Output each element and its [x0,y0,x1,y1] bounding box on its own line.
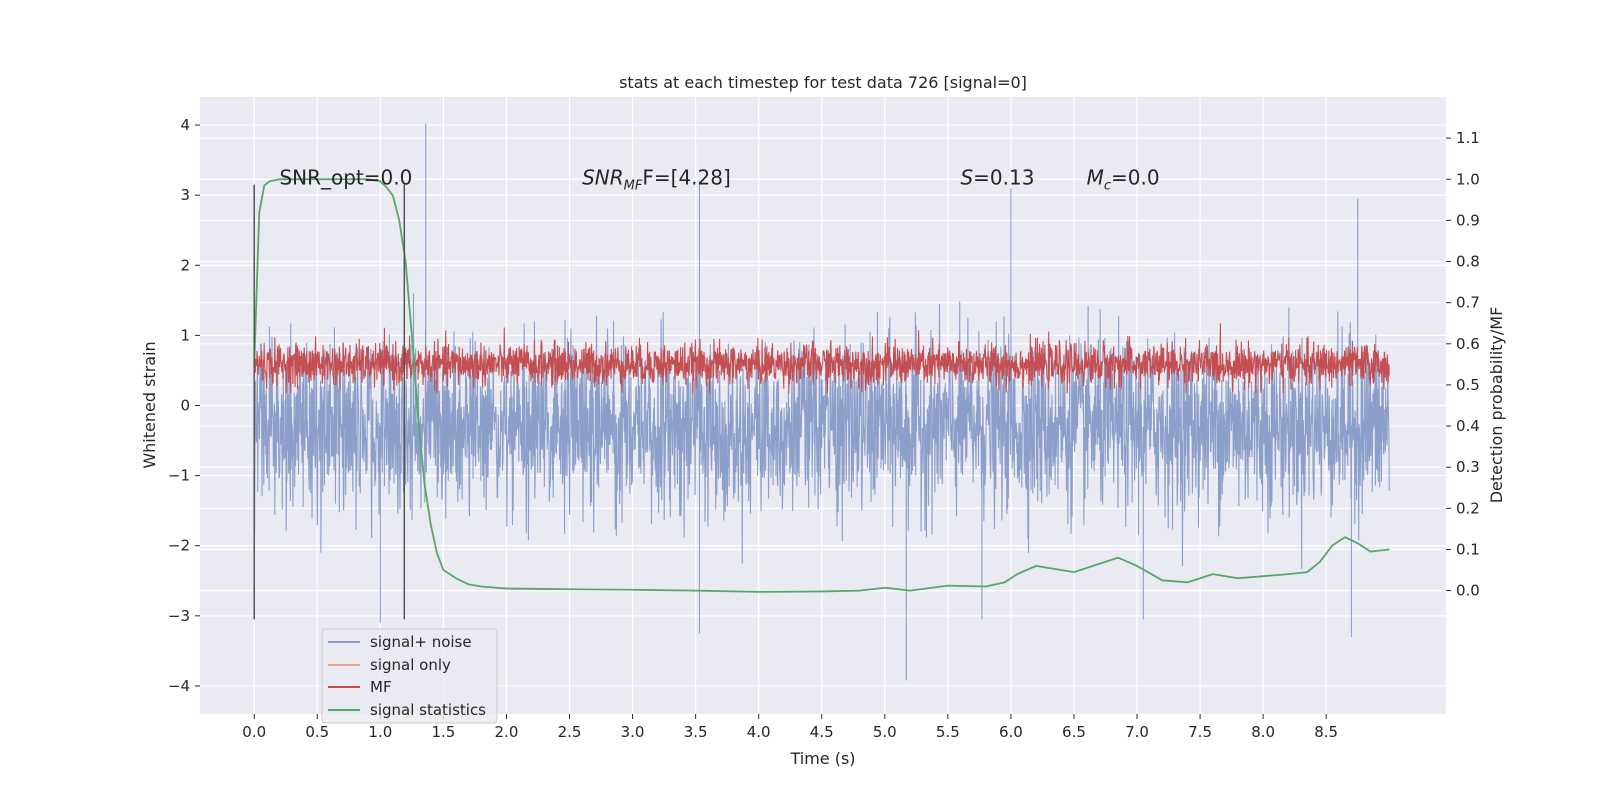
y-right-tick-label: 0.7 [1456,294,1480,312]
x-tick-label: 6.5 [1062,723,1086,741]
y-tick-label: 2 [180,256,190,274]
legend-label-mf: MF [370,678,392,696]
annotation-2: S=0.13 [960,166,1034,190]
x-tick-label: 5.0 [873,723,897,741]
x-tick-label: 7.0 [1125,723,1149,741]
y-right-tick-label: 0.8 [1456,253,1480,271]
x-axis-label: Time (s) [789,749,855,768]
y-right-tick-label: 0.0 [1456,582,1480,600]
y-tick-label: −1 [168,467,190,485]
legend-label-signal-noise: signal+ noise [370,633,472,651]
y-tick-label: −4 [168,677,190,695]
y-tick-label: 1 [180,326,190,344]
x-tick-label: 8.0 [1251,723,1275,741]
x-tick-label: 0.5 [305,723,329,741]
y-right-tick-label: 0.3 [1456,458,1480,476]
y-right-tick-label: 0.1 [1456,540,1480,558]
y-right-tick-label: 1.0 [1456,170,1480,188]
legend: signal+ noise signal only MF signal stat… [321,628,498,724]
chart-title: stats at each timestep for test data 726… [619,73,1027,92]
annotation-1: SNRMFF=[4.28] [582,166,731,194]
x-tick-label: 1.0 [368,723,392,741]
y-right-tick-label: 0.6 [1456,335,1480,353]
annotation-3: Mc=0.0 [1087,166,1160,194]
y-tick-label: −3 [168,607,190,625]
x-tick-label: 4.5 [810,723,834,741]
y-axis-label: Whitened strain [140,341,159,468]
x-tick-label: 2.5 [558,723,582,741]
x-tick-label: 6.0 [999,723,1023,741]
annotations: SNR_opt=0.0 SNRMFF=[4.28] S=0.13 Mc=0.0 [279,166,1159,194]
legend-label-signal-only: signal only [370,656,451,674]
y-right-tick-label: 0.4 [1456,417,1480,435]
y-tick-label: 3 [180,186,190,204]
y-tick-label: −2 [168,537,190,555]
x-tick-label: 0.0 [242,723,266,741]
x-tick-label: 4.0 [747,723,771,741]
x-tick-label: 5.5 [936,723,960,741]
x-tick-label: 3.0 [621,723,645,741]
y-right-tick-label: 0.2 [1456,499,1480,517]
annotation-0: SNR_opt=0.0 [279,166,412,190]
x-tick-label: 7.5 [1188,723,1212,741]
series-layer [253,123,1390,681]
x-tick-label: 1.5 [431,723,455,741]
y-tick-label: 4 [180,116,190,134]
x-tick-label: 8.5 [1314,723,1338,741]
ticks-layer: 0.0 0.5 1.0 1.5 2.0 2.5 3.0 3.5 4.0 4.5 5.0 5.5 6.0 6… [168,116,1480,741]
y-right-tick-label: 0.9 [1456,211,1480,229]
y-right-tick-label: 0.5 [1456,376,1480,394]
x-tick-label: 3.5 [684,723,708,741]
legend-box [321,628,498,724]
x-tick-label: 2.0 [495,723,519,741]
series-mf [253,323,1390,394]
legend-label-signal-statistics: signal statistics [370,701,486,719]
series-stats [253,178,1390,593]
y-right-tick-label: 1.1 [1456,129,1480,147]
y-axis-right-label: Detection probability/MF [1487,307,1506,504]
y-tick-label: 0 [180,397,190,415]
